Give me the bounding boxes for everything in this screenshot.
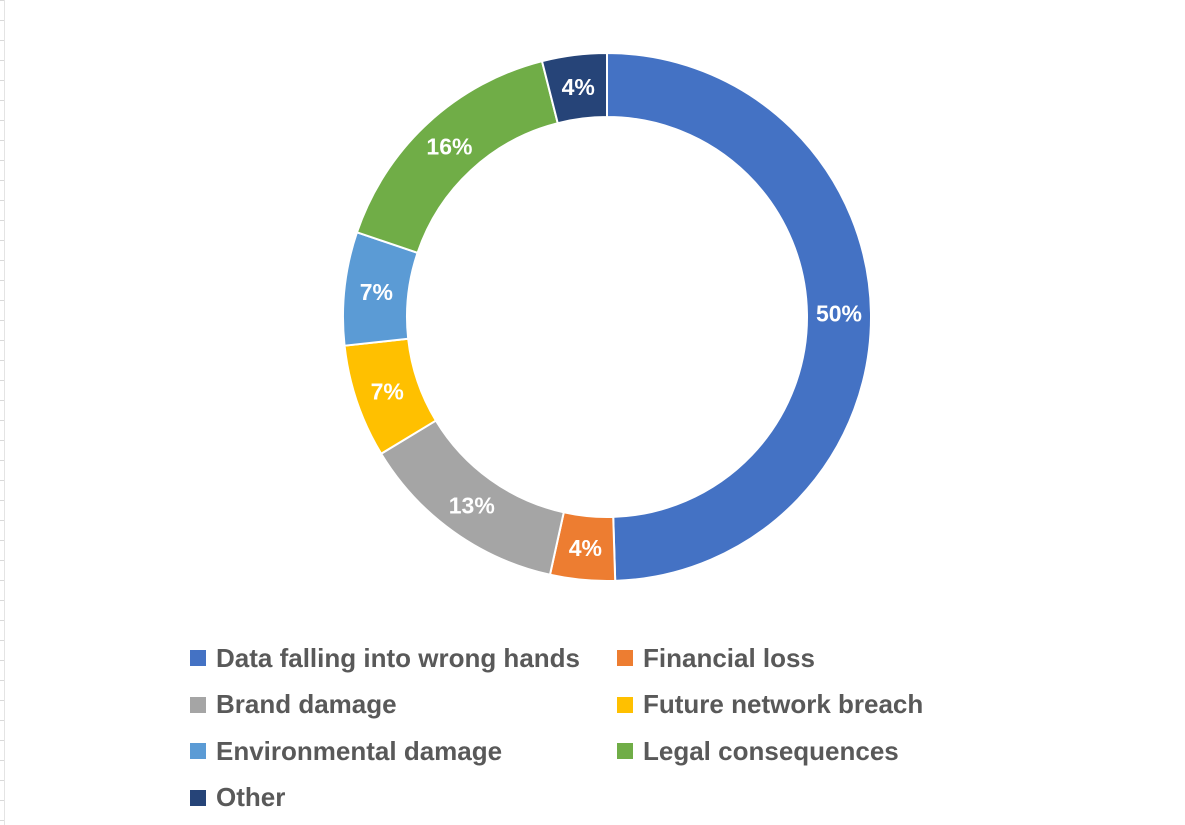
legend-swatch-5 [617,743,633,759]
slice-label-0: 50% [816,300,862,326]
slice-group [342,51,872,582]
legend-label-6: Other [216,782,286,812]
slice-label-5: 16% [426,134,472,160]
legend-swatch-3 [617,696,633,713]
legend-item-3: Future network breach [617,687,923,723]
slice-6 [540,51,608,125]
legend-item-2: Brand damage [190,687,397,723]
slice-label-6: 4% [562,74,595,100]
slice-label-4: 7% [360,279,393,305]
legend-label-2: Brand damage [216,689,397,719]
slice-label-3: 7% [371,378,404,404]
legend-item-1: Financial loss [617,640,815,676]
legend-item-5: Legal consequences [617,733,899,769]
doughnut-chart: 50% 4% 13% 7% 7% 16% 4% [342,51,872,582]
legend-label-0: Data falling into wrong hands [216,642,580,673]
legend-item-4: Environmental damage [190,733,502,769]
slice-0 [606,51,872,582]
legend-label-3: Future network breach [643,689,924,719]
legend-label-1: Financial loss [643,642,815,673]
legend-item-6: Other [190,780,285,816]
spreadsheet-gridline [0,0,5,825]
legend-swatch-4 [190,743,206,759]
legend-label-5: Legal consequences [643,735,899,766]
legend-swatch-2 [190,696,206,713]
legend-swatch-1 [617,650,633,666]
legend-swatch-6 [190,789,206,806]
slice-label-group: 50% 4% 13% 7% 7% 16% 4% [360,74,862,561]
slice-label-2: 13% [449,493,495,519]
legend-label-4: Environmental damage [216,735,503,766]
legend-item-0: Data falling into wrong hands [190,640,580,676]
slice-label-1: 4% [569,535,602,561]
legend-swatch-0 [190,650,206,666]
